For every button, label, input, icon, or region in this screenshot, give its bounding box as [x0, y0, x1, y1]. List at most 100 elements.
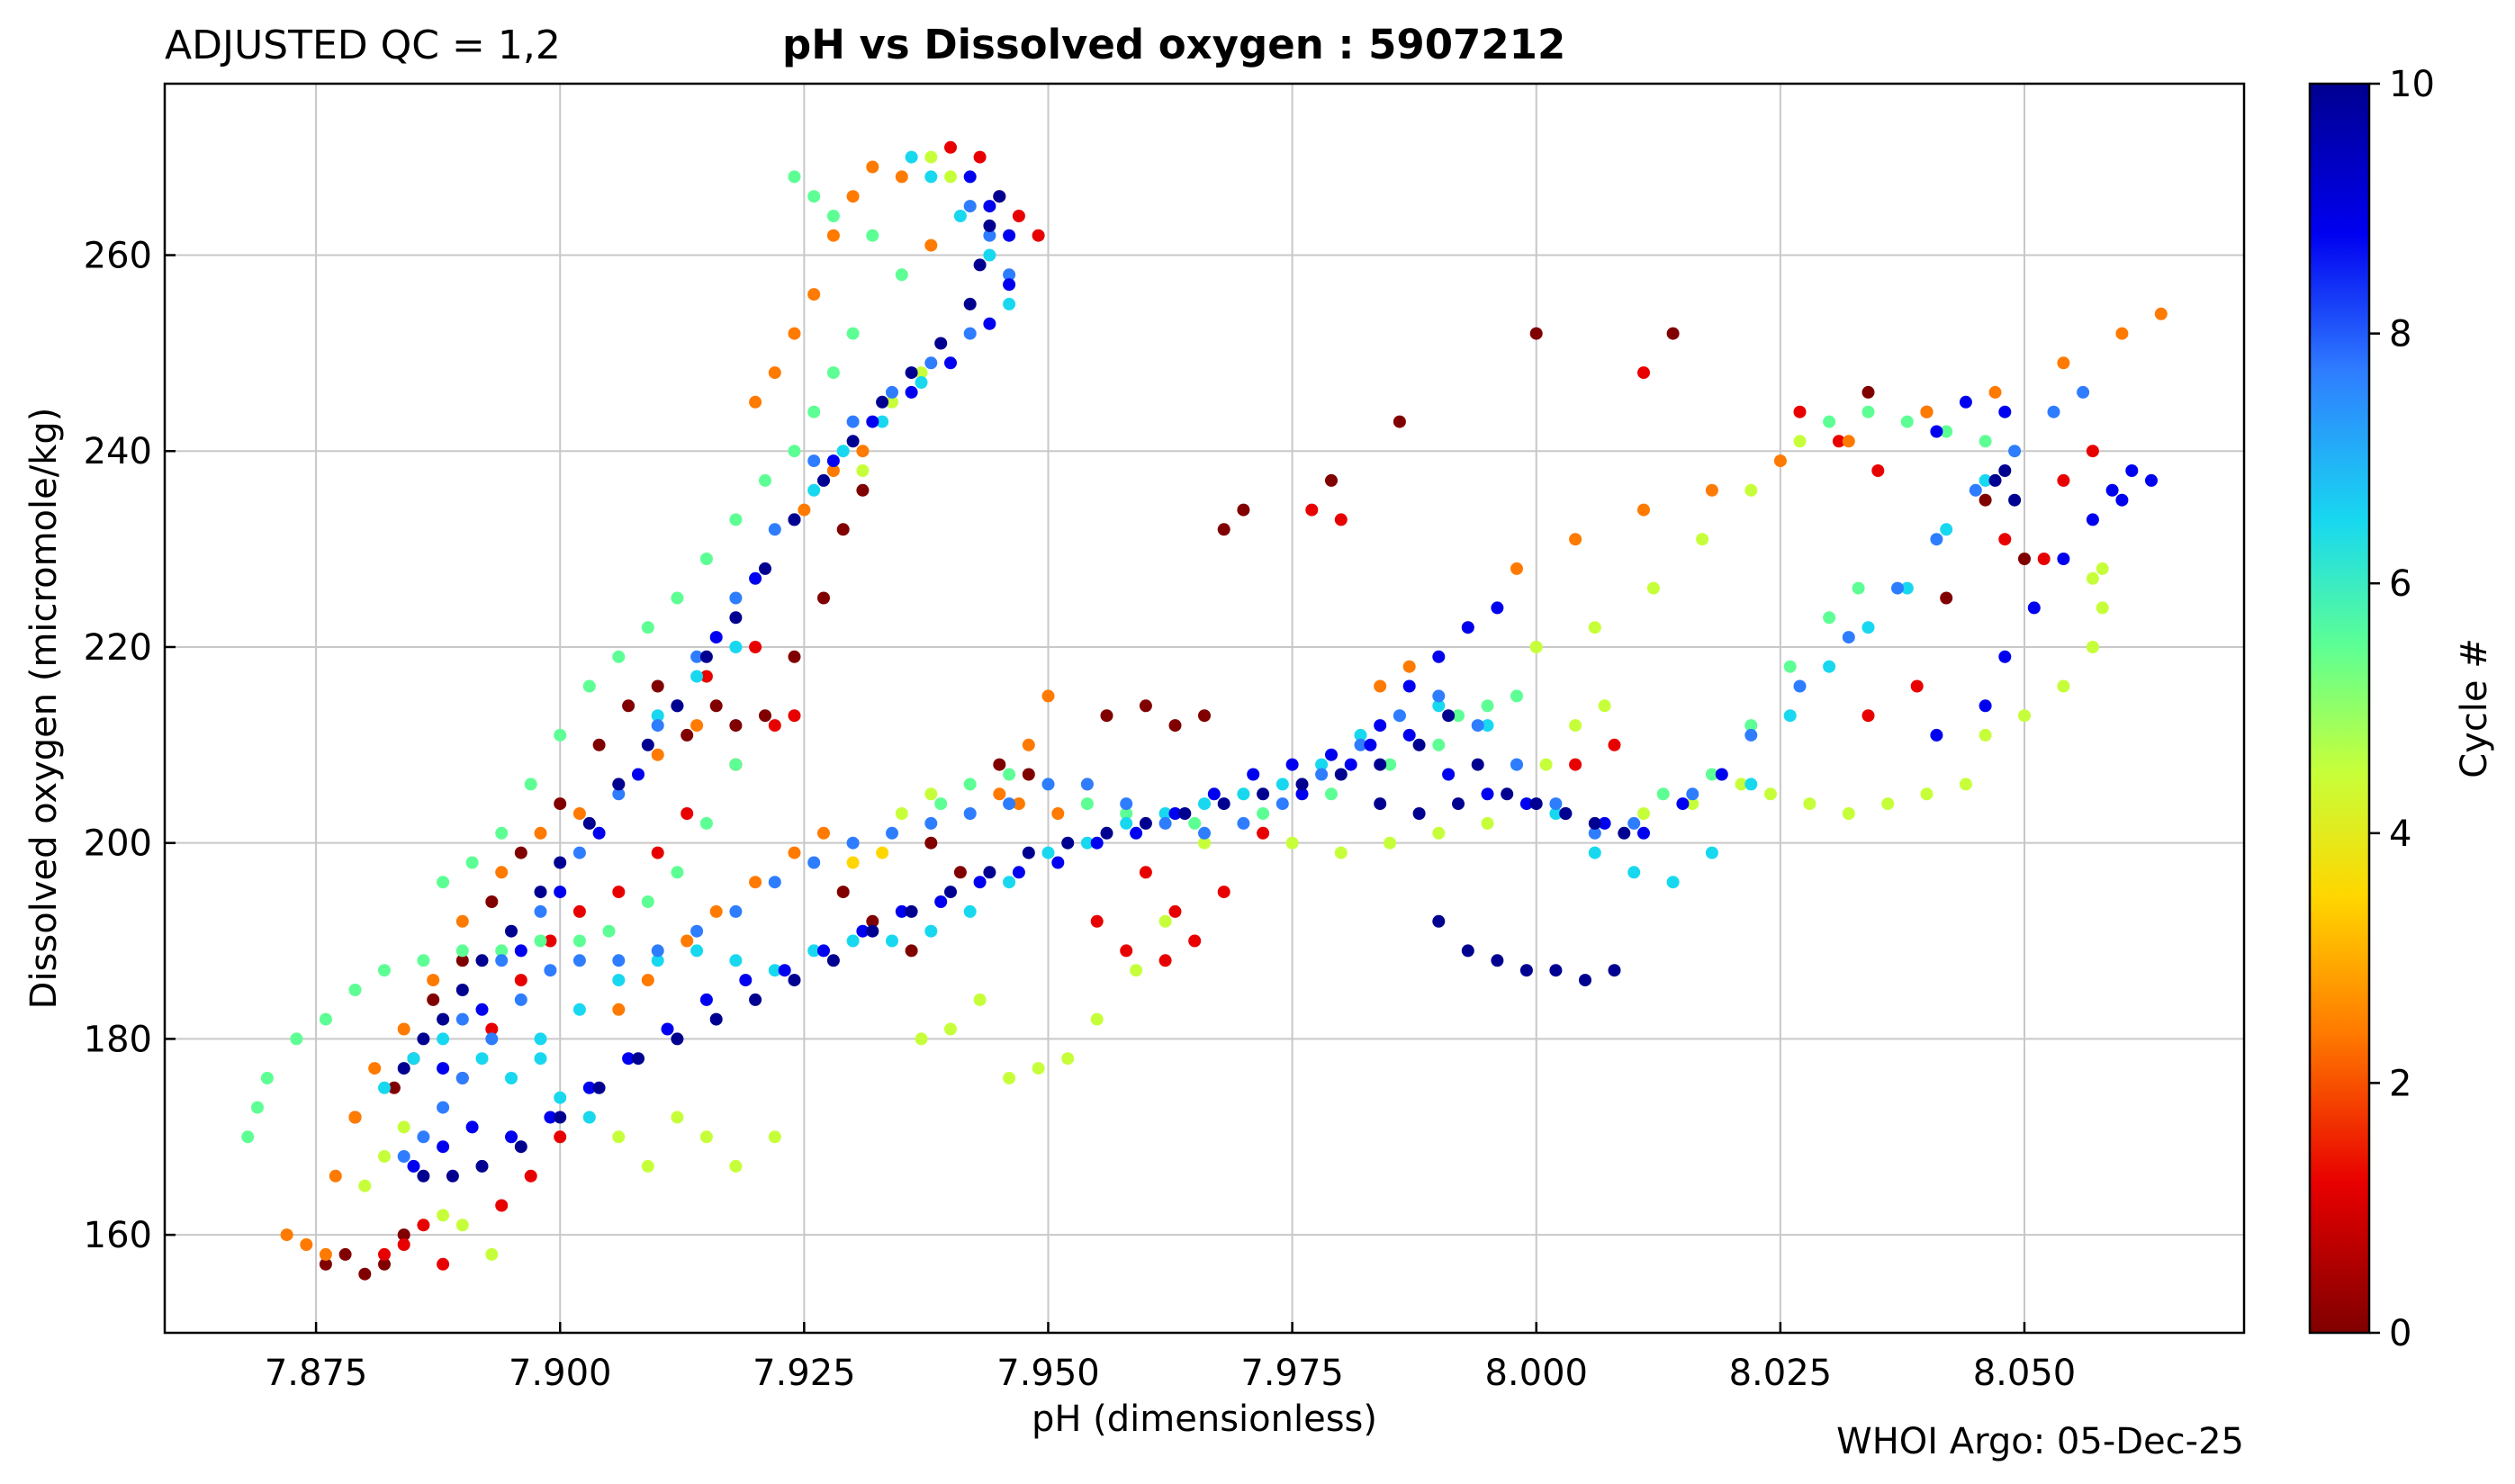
data-point: [671, 866, 684, 879]
data-point: [378, 964, 391, 977]
data-point: [329, 1169, 342, 1183]
data-point: [465, 1120, 479, 1134]
data-point: [1168, 719, 1182, 733]
data-point: [1003, 1072, 1016, 1084]
y-tick-label: 260: [84, 236, 152, 277]
data-point: [1539, 758, 1553, 771]
data-point: [1773, 454, 1787, 468]
data-point: [1481, 816, 1494, 830]
data-point: [924, 816, 938, 830]
data-point: [973, 150, 987, 164]
data-point: [2096, 601, 2109, 615]
credit-text: WHOI Argo: 05-Dec-25: [1836, 1421, 2244, 1462]
y-axis-ticks: 160 180 200 220 240 260: [84, 236, 176, 1256]
data-point: [973, 258, 987, 272]
data-point: [1325, 748, 1338, 761]
data-point: [1491, 954, 1504, 967]
data-point: [2027, 601, 2041, 615]
data-point: [387, 1081, 401, 1094]
data-point: [1988, 473, 2002, 487]
data-point: [915, 1032, 928, 1046]
data-point: [2154, 307, 2168, 320]
data-point: [944, 1022, 957, 1036]
data-point: [1012, 866, 1025, 879]
data-point: [475, 1159, 489, 1173]
data-point: [1842, 807, 1855, 820]
data-point: [2086, 571, 2099, 585]
data-point: [1519, 797, 1533, 811]
data-point: [378, 1257, 391, 1271]
data-point: [1510, 562, 1523, 575]
data-point: [671, 1111, 684, 1124]
colorbar: [2308, 82, 2371, 1335]
data-point: [963, 778, 977, 791]
data-point: [1139, 699, 1152, 713]
data-point: [1295, 778, 1309, 791]
data-point: [348, 1111, 362, 1124]
data-point: [378, 1247, 391, 1261]
data-point: [983, 317, 996, 330]
data-point: [856, 483, 870, 497]
data-point: [1393, 709, 1406, 723]
data-point: [1003, 268, 1016, 282]
data-point: [671, 591, 684, 605]
data-point: [1139, 866, 1152, 879]
data-point: [641, 895, 654, 908]
data-point: [866, 415, 879, 428]
data-point: [407, 1052, 420, 1066]
data-point: [1432, 650, 1446, 663]
data-point: [1979, 435, 1992, 448]
data-point: [1930, 728, 1943, 742]
data-point: [1549, 797, 1563, 811]
data-point: [1569, 758, 1582, 771]
data-point: [1793, 405, 1807, 418]
data-point: [1666, 327, 1680, 340]
data-point: [505, 1130, 518, 1144]
data-point: [2018, 553, 2031, 565]
data-point: [495, 826, 509, 840]
data-point: [1354, 738, 1367, 751]
data-point: [1393, 415, 1406, 428]
data-point: [554, 797, 567, 811]
data-point: [544, 1111, 557, 1124]
data-point: [2105, 483, 2119, 497]
data-point: [924, 170, 938, 184]
data-point: [1198, 836, 1211, 850]
y-axis-label: Dissolved oxygen (micromole/kg): [23, 408, 65, 1010]
data-point: [1930, 425, 1943, 438]
data-point: [768, 876, 781, 889]
data-point: [1080, 797, 1094, 811]
data-point: [1237, 787, 1250, 801]
data-point: [895, 904, 908, 918]
data-point: [2096, 562, 2109, 575]
data-point: [944, 170, 957, 184]
data-point: [1090, 1012, 1104, 1026]
data-point: [846, 836, 860, 850]
data-point: [729, 758, 743, 771]
data-point: [1032, 229, 1045, 242]
data-point: [729, 1159, 743, 1173]
data-point: [836, 523, 850, 536]
data-point: [1637, 366, 1650, 380]
data-point: [1871, 464, 1885, 477]
data-point: [1402, 660, 1416, 673]
data-point: [554, 1091, 567, 1104]
data-point: [485, 1022, 499, 1036]
data-point: [856, 924, 870, 938]
data-point: [1412, 807, 1426, 820]
data-point: [592, 738, 606, 751]
data-point: [437, 1032, 450, 1046]
data-point: [417, 1130, 430, 1144]
data-point: [455, 1072, 469, 1084]
data-point: [554, 886, 567, 899]
data-point: [651, 709, 664, 723]
data-point: [876, 415, 889, 428]
data-point: [1003, 297, 1016, 310]
data-point: [671, 699, 684, 713]
data-point: [1061, 836, 1075, 850]
data-point: [2077, 385, 2090, 399]
data-point: [768, 964, 781, 977]
data-point: [1920, 787, 1934, 801]
data-point: [455, 954, 469, 967]
x-tick-label: 8.000: [1484, 1353, 1588, 1394]
